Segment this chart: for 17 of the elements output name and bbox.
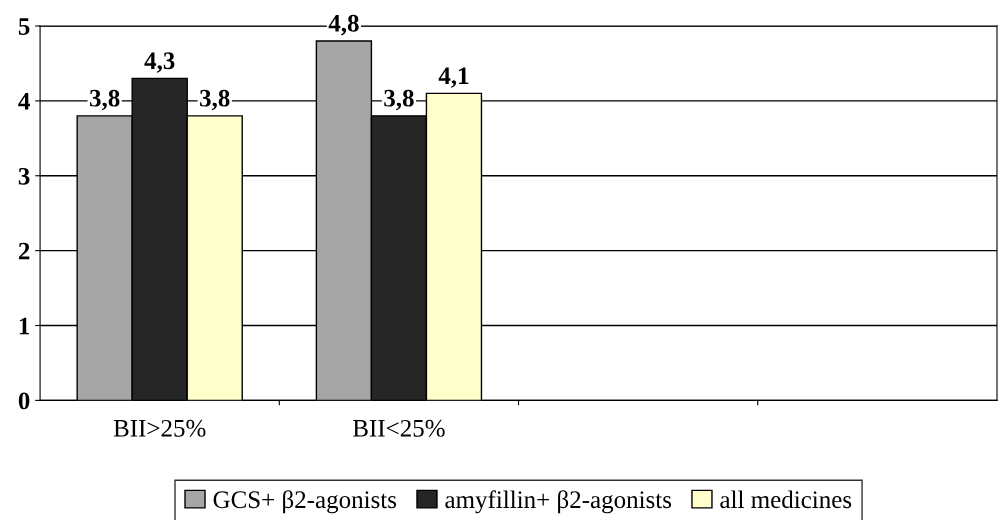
data-label: 3,8	[384, 89, 414, 111]
legend-label: all medicines	[720, 490, 852, 509]
y-tick-label: 4	[18, 93, 30, 110]
y-tick-label: 1	[19, 317, 30, 335]
y-tick-label: 5	[18, 18, 30, 35]
x-tick-label: BII>25%	[113, 419, 206, 437]
data-label: 3,8	[200, 89, 230, 111]
legend-label: amyfillin+ β2-agonists	[445, 490, 672, 514]
legend-label: GCS+ β2-agonists	[213, 490, 397, 514]
data-label: 4,1	[438, 67, 469, 88]
x-tick-label: BII<25%	[353, 419, 445, 437]
y-tick-label: 2	[18, 242, 30, 260]
data-label: 4,3	[144, 52, 175, 73]
data-label: 4,8	[328, 14, 359, 36]
y-tick-label: 0	[18, 392, 30, 410]
data-label: 3,8	[89, 89, 120, 111]
y-tick-label: 3	[18, 167, 30, 185]
